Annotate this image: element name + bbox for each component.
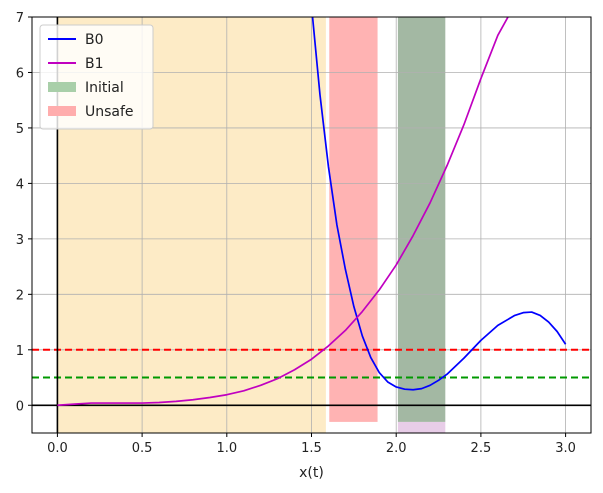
- y-tick-label: 1: [16, 344, 24, 359]
- y-tick-label: 0: [16, 399, 24, 414]
- y-tick-label: 3: [16, 233, 24, 248]
- x-axis-label: x(t): [299, 465, 324, 481]
- legend-label-initial: Initial: [85, 80, 124, 96]
- legend-label-b0: B0: [85, 32, 104, 48]
- x-tick-label: 3.0: [555, 441, 576, 456]
- y-tick-label: 5: [16, 122, 24, 137]
- series-line-b1: [57, 17, 509, 407]
- x-tick-label: 2.0: [386, 441, 407, 456]
- y-tick-label: 2: [16, 288, 24, 303]
- series: [57, 17, 567, 407]
- legend-label-b1: B1: [85, 56, 104, 72]
- legend-swatch-initial: [48, 82, 76, 92]
- y-tick-label: 6: [16, 66, 24, 81]
- x-tick-label: 1.0: [216, 441, 237, 456]
- y-tick-label: 4: [16, 177, 24, 192]
- region-band-2: [397, 421, 446, 433]
- x-tick-label: 2.5: [471, 441, 492, 456]
- legend-label-unsafe: Unsafe: [85, 104, 134, 120]
- legend: B0 B1 Initial Unsafe: [39, 24, 154, 130]
- shaded-regions: [57, 17, 446, 433]
- x-tick-label: 0.5: [132, 441, 153, 456]
- axis-ticks: 0.0 0.5 1.0 1.5 2.0 2.5 3.0 0 1 2 3 4 5 6 7: [16, 11, 576, 456]
- x-tick-label: 1.5: [301, 441, 322, 456]
- legend-box: [39, 24, 154, 130]
- y-tick-label: 7: [16, 11, 24, 26]
- x-tick-label: 0.0: [47, 441, 68, 456]
- series-line-b0: [311, 17, 567, 391]
- legend-swatch-unsafe: [48, 106, 76, 116]
